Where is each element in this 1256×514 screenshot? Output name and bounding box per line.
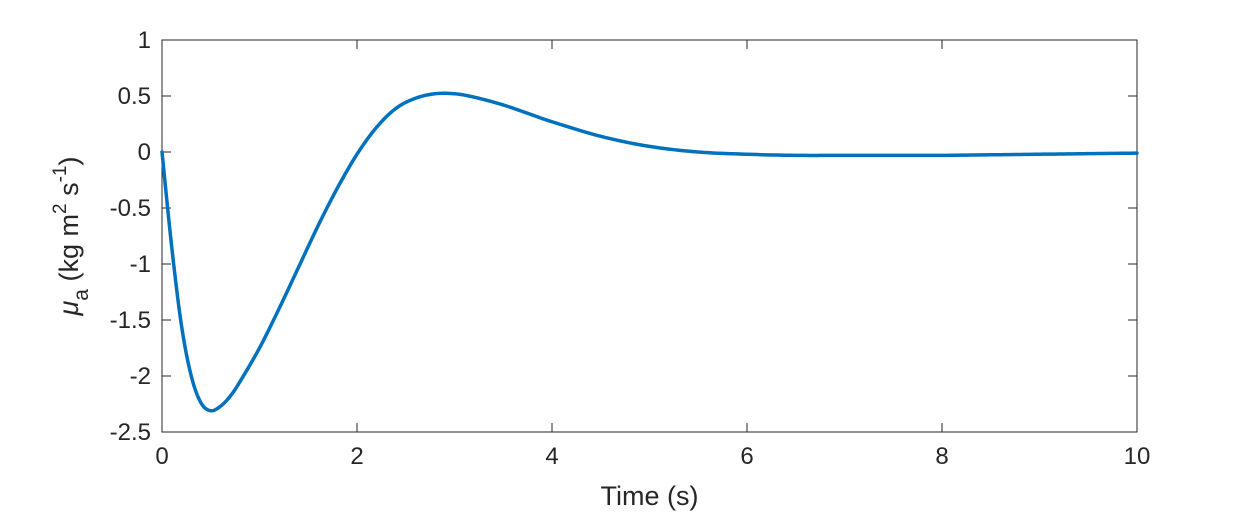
x-tick-label: 2 <box>350 443 363 470</box>
y-tick-label: -2.5 <box>110 419 151 446</box>
x-tick-label: 6 <box>740 443 753 470</box>
y-tick-label: 0.5 <box>118 83 151 110</box>
y-axis-units-exp2: -1 <box>50 166 71 183</box>
x-axis-title: Time (s) <box>601 481 699 511</box>
x-tick-label: 0 <box>155 443 168 470</box>
y-tick-label: -0.5 <box>110 195 151 222</box>
series-line <box>160 91 1139 413</box>
y-axis-symbol: μ <box>54 301 84 317</box>
y-axis-units-close: ) <box>54 157 84 166</box>
y-axis-units-mid: s <box>54 182 84 203</box>
y-axis-title: μa (kg m2 s-1) <box>50 157 93 317</box>
y-axis-units-exp1: 2 <box>50 203 71 214</box>
x-tick-label: 10 <box>1124 443 1151 470</box>
plot-area <box>161 39 1138 433</box>
x-tick-label: 8 <box>935 443 948 470</box>
y-tick-label: 0 <box>138 139 151 166</box>
y-tick-label: -2 <box>130 363 151 390</box>
y-tick-label: -1.5 <box>110 307 151 334</box>
y-axis-units-open: (kg m <box>54 214 84 289</box>
y-tick-label: -1 <box>130 251 151 278</box>
y-tick-label: 1 <box>138 27 151 54</box>
x-tick-label: 4 <box>545 443 558 470</box>
y-axis-subscript: a <box>70 289 93 301</box>
